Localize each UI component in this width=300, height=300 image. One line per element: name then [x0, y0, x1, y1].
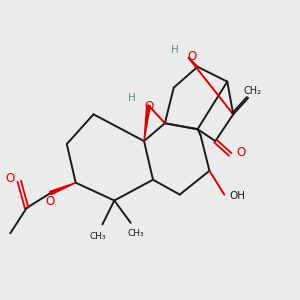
- Text: CH₃: CH₃: [128, 229, 144, 238]
- Text: O: O: [6, 172, 15, 185]
- Text: O: O: [188, 50, 197, 63]
- Polygon shape: [144, 105, 150, 141]
- Text: O: O: [236, 146, 245, 160]
- Text: H: H: [128, 93, 136, 103]
- Text: H: H: [171, 45, 179, 56]
- Text: CH₃: CH₃: [90, 232, 106, 241]
- Text: OH: OH: [230, 191, 246, 201]
- Polygon shape: [50, 183, 76, 195]
- Text: CH₂: CH₂: [244, 85, 262, 96]
- Text: O: O: [144, 100, 153, 112]
- Text: O: O: [45, 195, 55, 208]
